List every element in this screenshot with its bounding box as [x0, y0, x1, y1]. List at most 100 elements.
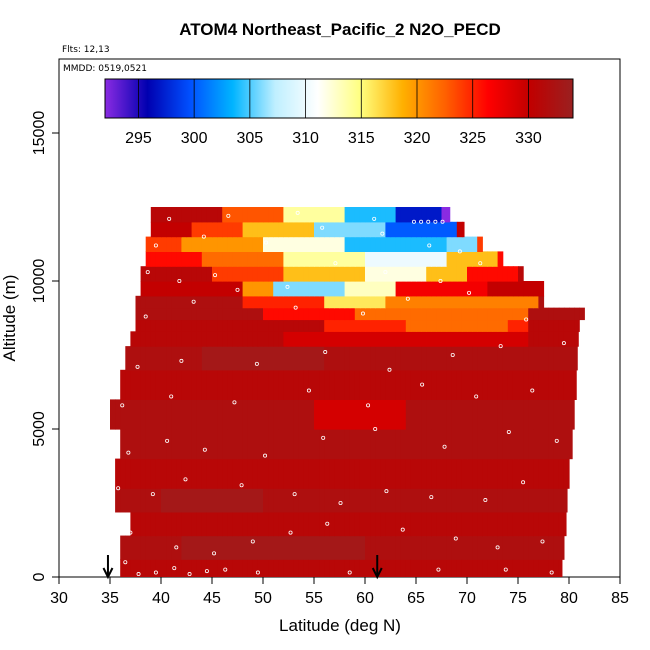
heatmap-cell — [232, 281, 239, 297]
heatmap-cell — [227, 266, 233, 282]
heatmap-cell — [176, 488, 182, 513]
heatmap-cell — [416, 207, 422, 223]
heatmap-cell — [155, 331, 162, 347]
sample-point — [153, 570, 158, 575]
heatmap-cell — [461, 236, 468, 252]
heatmap-cell — [354, 369, 361, 400]
heatmap-cell — [334, 266, 341, 282]
heatmap-cell — [247, 429, 254, 460]
heatmap-cell — [477, 319, 483, 332]
colorbar-tick-label: 295 — [125, 130, 152, 147]
heatmap-cell — [461, 266, 468, 282]
heatmap-cell — [507, 369, 514, 400]
heatmap-cell — [268, 266, 274, 282]
heatmap-cell — [441, 399, 448, 430]
heatmap-cell — [538, 281, 545, 297]
heatmap-cell — [303, 281, 310, 297]
heatmap-cell — [319, 488, 325, 513]
heatmap-cell — [166, 307, 172, 321]
sample-point — [495, 545, 500, 550]
heatmap-cell — [563, 458, 570, 489]
heatmap-cell — [451, 535, 458, 560]
heatmap-cell — [431, 458, 437, 489]
x-tick-label: 35 — [101, 590, 119, 607]
heatmap-cell — [446, 488, 453, 513]
sample-point — [136, 572, 141, 577]
sample-point — [165, 438, 170, 443]
heatmap-cell — [395, 307, 402, 321]
heatmap-cell — [196, 266, 203, 282]
heatmap-cell — [558, 346, 565, 371]
heatmap-cell — [217, 207, 223, 223]
y-tick-label: 10000 — [31, 259, 48, 304]
heatmap-cell — [293, 346, 300, 371]
heatmap-cell — [196, 559, 203, 577]
heatmap-cell — [446, 331, 453, 347]
heatmap-cell — [186, 559, 193, 577]
heatmap-cell — [553, 346, 560, 371]
heatmap-cell — [492, 266, 499, 282]
heatmap-cell — [303, 207, 310, 223]
heatmap-cell — [166, 251, 172, 267]
heatmap-cell — [145, 307, 152, 321]
sample-point — [384, 489, 389, 494]
heatmap-cell — [523, 559, 529, 577]
sample-point — [457, 249, 462, 254]
heatmap-cell — [135, 331, 142, 347]
heatmap-cell — [558, 488, 565, 513]
heatmap-cell — [380, 221, 386, 238]
heatmap-cell — [441, 331, 448, 347]
heatmap-cell — [446, 399, 453, 430]
heatmap-cell — [191, 251, 198, 267]
heatmap-cell — [293, 319, 300, 332]
heatmap-cell — [344, 346, 351, 371]
heatmap-cell — [186, 236, 193, 252]
heatmap-cell — [247, 559, 254, 577]
heatmap-cell — [528, 399, 534, 430]
heatmap-cell — [319, 369, 325, 400]
heatmap-cell — [283, 221, 290, 238]
heatmap-cell — [365, 559, 371, 577]
heatmap-cell — [329, 559, 335, 577]
heatmap-cell — [329, 399, 335, 430]
heatmap-cell — [400, 559, 407, 577]
heatmap-cell — [212, 535, 218, 560]
heatmap-cell — [334, 236, 341, 252]
heatmap-cell — [400, 251, 407, 267]
heatmap-cell — [191, 281, 198, 297]
heatmap-cell — [426, 511, 432, 537]
heatmap-cell — [563, 488, 568, 513]
heatmap-cell — [461, 458, 468, 489]
heatmap-cell — [140, 429, 147, 460]
heatmap-cell — [115, 488, 121, 513]
heatmap-cell — [349, 319, 356, 332]
heatmap-cell — [416, 399, 422, 430]
heatmap-cell — [512, 559, 519, 577]
heatmap-cell — [472, 266, 478, 282]
heatmap-cell — [217, 266, 223, 282]
heatmap-cell — [334, 458, 341, 489]
heatmap-cell — [405, 251, 412, 267]
heatmap-cell — [467, 307, 473, 321]
heatmap-cell — [451, 221, 458, 238]
heatmap-cell — [237, 221, 244, 238]
heatmap-cell — [212, 369, 218, 400]
heatmap-cell — [507, 511, 514, 537]
heatmap-cell — [507, 307, 514, 321]
heatmap-cell — [467, 369, 473, 400]
heatmap-cell — [130, 346, 137, 371]
heatmap-cell — [477, 307, 483, 321]
heatmap-cell — [553, 429, 560, 460]
heatmap-cell — [252, 236, 259, 252]
heatmap-cell — [370, 429, 376, 460]
heatmap-cell — [533, 319, 539, 332]
heatmap-cell — [446, 221, 453, 238]
heatmap-cell — [405, 281, 412, 297]
heatmap-cell — [548, 535, 555, 560]
heatmap-cell — [314, 346, 320, 371]
heatmap-cell — [518, 369, 524, 400]
heatmap-cell — [171, 251, 177, 267]
heatmap-cell — [247, 399, 254, 430]
heatmap-cell — [370, 221, 376, 238]
